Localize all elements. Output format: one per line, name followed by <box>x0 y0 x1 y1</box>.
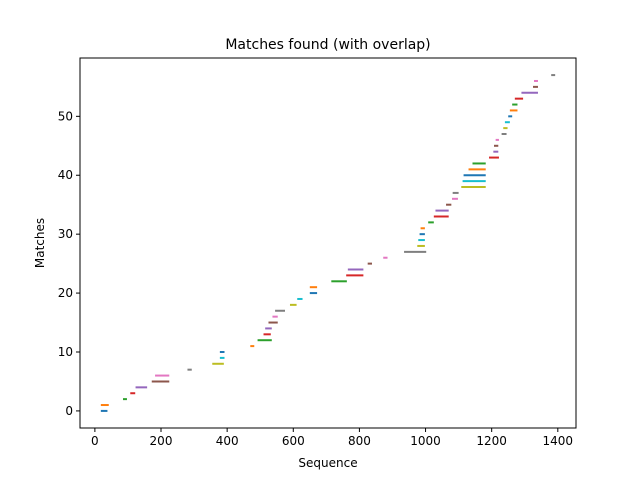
x-tick-label-3: 600 <box>282 434 305 448</box>
x-tick-label-6: 1200 <box>476 434 507 448</box>
y-axis-ticks: 0 10 20 30 40 50 <box>58 109 80 418</box>
x-tick-label-2: 400 <box>216 434 239 448</box>
x-tick-label-4: 800 <box>348 434 371 448</box>
plot-segments <box>100 74 556 412</box>
x-axis-label: Sequence <box>298 456 357 470</box>
y-tick-label-1: 10 <box>58 345 73 359</box>
y-tick-label-5: 50 <box>58 109 73 123</box>
plot-frame <box>79 57 577 429</box>
y-axis-label: Matches <box>33 218 47 268</box>
x-tick-label-0: 0 <box>91 434 99 448</box>
chart-title: Matches found (with overlap) <box>225 37 430 53</box>
x-axis-ticks: 0 200 400 600 800 1000 1200 1400 <box>91 428 573 448</box>
y-tick-label-4: 40 <box>58 168 73 182</box>
y-tick-label-3: 30 <box>58 227 73 241</box>
x-tick-label-5: 1000 <box>410 434 441 448</box>
y-tick-label-0: 0 <box>65 404 73 418</box>
x-tick-label-7: 1400 <box>543 434 574 448</box>
y-tick-label-2: 20 <box>58 286 73 300</box>
x-tick-label-1: 200 <box>150 434 173 448</box>
